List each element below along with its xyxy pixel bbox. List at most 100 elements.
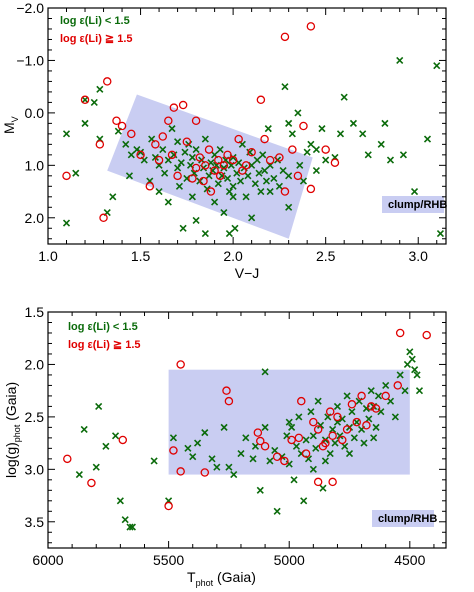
- li-poor-point: [81, 119, 89, 127]
- li-poor-point: [359, 130, 367, 138]
- li-rich-point: [219, 161, 229, 170]
- x-tick-label: 4500: [394, 552, 425, 568]
- li-poor-point: [253, 156, 261, 164]
- li-poor-point: [177, 159, 185, 167]
- li-poor-point: [96, 85, 104, 93]
- li-poor-point: [257, 187, 265, 196]
- li-poor-point: [403, 360, 411, 369]
- li-poor-point: [255, 169, 263, 177]
- li-poor-point: [345, 450, 354, 458]
- li-poor-point: [229, 182, 237, 190]
- li-rich-point: [182, 137, 192, 146]
- li-poor-point: [362, 404, 370, 413]
- li-poor-point: [312, 167, 320, 175]
- li-rich-point: [154, 155, 164, 165]
- li-rich-point: [204, 145, 214, 154]
- li-poor-point: [262, 177, 271, 185]
- li-poor-point: [251, 442, 260, 450]
- legend-entry: log ε(Li) < 1.5: [68, 321, 138, 333]
- li-poor-point: [181, 148, 189, 156]
- li-rich-point: [362, 421, 371, 430]
- li-rich-point: [201, 161, 210, 170]
- li-poor-point: [261, 167, 269, 175]
- li-rich-point: [169, 103, 179, 112]
- li-poor-point: [408, 355, 416, 363]
- li-poor-point: [95, 402, 103, 410]
- li-rich-point: [223, 150, 232, 160]
- legend-entry: log ε(Li) < 1.5: [60, 15, 130, 27]
- li-rich-point: [313, 477, 323, 487]
- li-poor-point: [266, 457, 274, 465]
- li-poor-point: [266, 187, 274, 196]
- li-rich-point: [158, 132, 168, 141]
- li-rich-point: [395, 328, 405, 338]
- region-label-box: [372, 510, 434, 527]
- li-poor-point: [216, 146, 224, 154]
- region-label-box: [382, 196, 444, 213]
- li-poor-point: [188, 193, 196, 201]
- li-rich-point: [206, 187, 216, 196]
- li-poor-point: [285, 418, 293, 426]
- li-poor-point: [382, 381, 390, 389]
- li-poor-point: [386, 397, 395, 405]
- li-poor-point: [288, 130, 296, 138]
- x-tick-label: 3.0: [408, 248, 428, 264]
- li-poor-point: [192, 146, 200, 154]
- li-poor-point: [201, 229, 209, 238]
- li-poor-point: [220, 208, 228, 217]
- y-tick-label: 3.0: [25, 461, 45, 477]
- li-rich-point: [357, 391, 366, 401]
- li-poor-point: [80, 425, 88, 434]
- li-poor-point: [413, 371, 421, 379]
- li-rich-point: [393, 381, 403, 390]
- li-poor-point: [225, 463, 233, 471]
- li-rich-point: [325, 407, 335, 416]
- li-poor-point: [175, 182, 183, 190]
- li-poor-point: [374, 392, 383, 400]
- li-poor-point: [116, 497, 124, 505]
- li-poor-point: [353, 418, 361, 426]
- li-poor-point: [203, 185, 211, 193]
- li-poor-point: [364, 151, 372, 159]
- li-poor-point: [275, 182, 283, 190]
- li-rich-point: [272, 452, 282, 461]
- li-rich-point: [224, 396, 234, 406]
- li-rich-point: [253, 428, 263, 437]
- li-rich-point: [366, 402, 376, 411]
- li-poor-point: [188, 153, 196, 162]
- li-rich-point: [260, 134, 269, 144]
- li-rich-point: [381, 391, 390, 401]
- li-poor-point: [211, 198, 219, 206]
- li-poor-point: [336, 130, 345, 138]
- li-rich-point: [112, 116, 121, 126]
- li-rich-point: [342, 425, 352, 434]
- li-poor-point: [340, 93, 348, 101]
- li-rich-point: [297, 396, 306, 406]
- li-poor-point: [314, 397, 322, 405]
- li-poor-point: [285, 203, 293, 211]
- li-poor-point: [237, 450, 245, 458]
- li-rich-point: [164, 116, 173, 126]
- y-tick-label: 2.0: [25, 356, 45, 372]
- li-rich-point: [321, 145, 330, 154]
- li-poor-point: [317, 421, 325, 429]
- li-poor-point: [205, 172, 213, 180]
- li-poor-point: [81, 96, 89, 104]
- li-poor-point: [341, 442, 349, 450]
- li-rich-point: [321, 438, 330, 448]
- li-poor-point: [270, 174, 278, 183]
- li-poor-point: [294, 109, 302, 117]
- li-poor-point: [273, 507, 281, 515]
- li-poor-point: [159, 146, 167, 154]
- top-panel-vj-vs-mv: clump/RHB 1.0 1.5 2.0 2.5 3.0 −2.0 −1.0 0.0 1.0 2.…: [1, 0, 447, 281]
- li-poor-point: [264, 125, 272, 133]
- li-poor-point: [179, 224, 187, 232]
- legend-entry: log ε(Li) ≧ 1.5: [60, 33, 133, 45]
- li-rich-point: [199, 176, 208, 186]
- li-rich-point: [167, 150, 177, 160]
- li-poor-point: [242, 193, 250, 201]
- li-rich-point: [176, 467, 185, 476]
- li-rich-point: [118, 435, 128, 445]
- li-rich-point: [191, 116, 201, 126]
